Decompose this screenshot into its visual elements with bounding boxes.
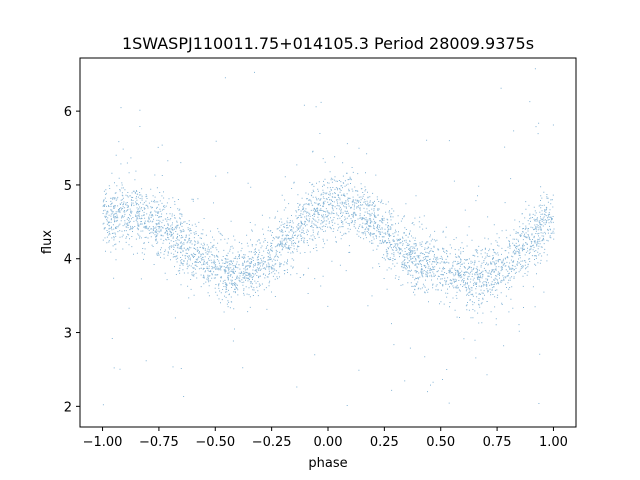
- x-tick-label: 0.00: [314, 435, 343, 450]
- scatter-points: [102, 68, 555, 406]
- y-tick-label: 3: [64, 327, 72, 342]
- y-tick-label: 5: [64, 179, 72, 194]
- y-axis-label: flux: [40, 230, 55, 254]
- y-tick-label: 6: [64, 105, 72, 120]
- x-tick-label: 0.50: [426, 435, 455, 450]
- x-axis: −1.00 −0.75 −0.50 −0.25 0.00 0.25 0.50 0.75 1.00: [83, 427, 568, 450]
- x-tick-label: −0.50: [195, 435, 235, 450]
- x-tick-label: −1.00: [83, 435, 123, 450]
- x-tick-label: −0.75: [139, 435, 179, 450]
- y-tick-label: 4: [64, 253, 72, 268]
- y-axis: 2 3 4 5 6: [64, 105, 80, 415]
- x-tick-label: 0.25: [370, 435, 399, 450]
- chart-title: 1SWASPJ110011.75+014105.3 Period 28009.9…: [122, 34, 534, 53]
- x-tick-label: 1.00: [539, 435, 568, 450]
- x-tick-label: 0.75: [483, 435, 512, 450]
- y-tick-label: 2: [64, 400, 72, 415]
- x-axis-label: phase: [308, 456, 347, 471]
- plot-frame: [79, 57, 577, 428]
- data-points: [102, 68, 555, 406]
- x-tick-label: −0.25: [252, 435, 292, 450]
